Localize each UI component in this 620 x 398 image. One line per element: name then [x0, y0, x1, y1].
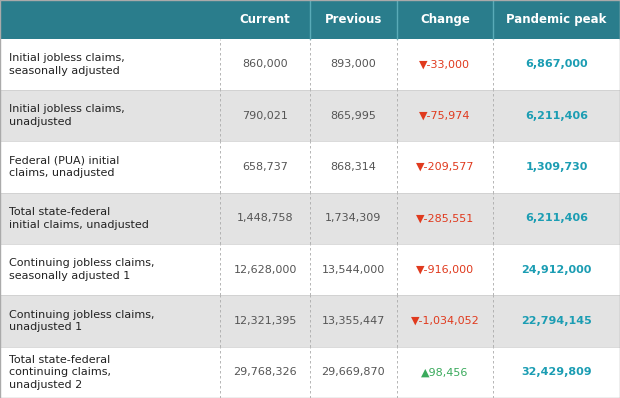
Text: ▼-1,034,052: ▼-1,034,052 [410, 316, 479, 326]
Bar [0, 90, 620, 141]
Text: 790,021: 790,021 [242, 111, 288, 121]
Text: Continuing jobless claims,
seasonally adjusted 1: Continuing jobless claims, seasonally ad… [9, 258, 155, 281]
Text: 12,628,000: 12,628,000 [233, 265, 297, 275]
Text: 6,211,406: 6,211,406 [525, 111, 588, 121]
Text: 13,355,447: 13,355,447 [322, 316, 385, 326]
Text: ▼-285,551: ▼-285,551 [416, 213, 474, 223]
Bar [0, 295, 620, 347]
Bar [0, 193, 620, 244]
Text: 868,314: 868,314 [330, 162, 376, 172]
Bar [0, 141, 620, 193]
Text: Total state-federal
initial claims, unadjusted: Total state-federal initial claims, unad… [9, 207, 149, 230]
Bar [0, 347, 620, 398]
Text: 29,669,870: 29,669,870 [322, 367, 385, 377]
Text: 12,321,395: 12,321,395 [233, 316, 297, 326]
Text: 22,794,145: 22,794,145 [521, 316, 592, 326]
Text: 6,867,000: 6,867,000 [525, 59, 588, 69]
Text: ▼-916,000: ▼-916,000 [416, 265, 474, 275]
Bar [0, 39, 620, 90]
Text: Continuing jobless claims,
unadjusted 1: Continuing jobless claims, unadjusted 1 [9, 310, 155, 332]
Text: Change: Change [420, 13, 470, 26]
Text: 860,000: 860,000 [242, 59, 288, 69]
Text: Initial jobless claims,
unadjusted: Initial jobless claims, unadjusted [9, 104, 125, 127]
Text: 893,000: 893,000 [330, 59, 376, 69]
Text: ▼-75,974: ▼-75,974 [419, 111, 471, 121]
Text: 13,544,000: 13,544,000 [322, 265, 385, 275]
Text: 24,912,000: 24,912,000 [521, 265, 591, 275]
Text: ▼-33,000: ▼-33,000 [419, 59, 471, 69]
Text: Federal (PUA) initial
claims, unadjusted: Federal (PUA) initial claims, unadjusted [9, 156, 120, 178]
Text: ▲98,456: ▲98,456 [421, 367, 469, 377]
Text: Initial jobless claims,
seasonally adjusted: Initial jobless claims, seasonally adjus… [9, 53, 125, 76]
Text: 1,734,309: 1,734,309 [326, 213, 381, 223]
Text: Total state-federal
continuing claims,
unadjusted 2: Total state-federal continuing claims, u… [9, 355, 112, 390]
Text: 32,429,809: 32,429,809 [521, 367, 591, 377]
Text: Pandemic peak: Pandemic peak [507, 13, 606, 26]
Text: 658,737: 658,737 [242, 162, 288, 172]
Text: 865,995: 865,995 [330, 111, 376, 121]
Text: Current: Current [240, 13, 290, 26]
Text: 6,211,406: 6,211,406 [525, 213, 588, 223]
Text: 1,309,730: 1,309,730 [525, 162, 588, 172]
Text: 1,448,758: 1,448,758 [237, 213, 293, 223]
Text: ▼-209,577: ▼-209,577 [415, 162, 474, 172]
Text: 29,768,326: 29,768,326 [233, 367, 297, 377]
Bar [0, 0, 620, 39]
Bar [0, 244, 620, 295]
Text: Previous: Previous [325, 13, 382, 26]
